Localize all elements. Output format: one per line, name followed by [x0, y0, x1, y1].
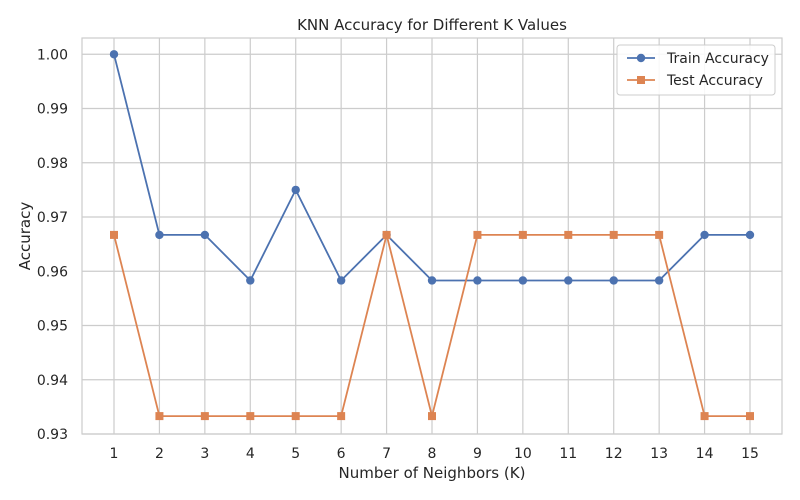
x-tick-label: 6 — [337, 446, 346, 462]
chart-title: KNN Accuracy for Different K Values — [297, 16, 567, 34]
data-point — [109, 50, 119, 59]
x-tick-label: 9 — [473, 446, 482, 462]
data-point — [200, 230, 210, 240]
data-point — [518, 230, 527, 239]
data-point — [518, 276, 528, 285]
tick-labels: 1 2 3 4 5 6 7 8 9 10 11 12 13 14 150.930.940.950.960.9… — [37, 47, 759, 462]
x-tick-label: 4 — [246, 446, 255, 462]
legend-label: Train Accuracy — [666, 51, 769, 67]
data-point — [291, 412, 300, 421]
data-point — [745, 230, 755, 240]
x-tick-label: 10 — [514, 446, 532, 462]
grid — [82, 38, 782, 435]
x-tick-label: 8 — [428, 446, 437, 462]
data-point — [700, 230, 709, 240]
data-point — [609, 276, 618, 285]
data-point — [564, 276, 573, 285]
plot-frame — [81, 37, 783, 435]
data-point — [155, 230, 164, 240]
legend-marker — [636, 53, 646, 63]
legend: Train Accuracy Test Accuracy — [616, 44, 776, 96]
data-point — [654, 276, 664, 285]
y-tick-label: 0.93 — [37, 427, 68, 443]
series-layer — [109, 50, 755, 421]
legend-label: Test Accuracy — [666, 73, 763, 89]
data-point — [609, 230, 618, 239]
data-point — [473, 276, 482, 285]
data-point — [246, 276, 255, 285]
y-tick-label: 1.00 — [37, 47, 68, 63]
x-tick-label: 15 — [741, 446, 759, 462]
y-tick-label: 0.97 — [37, 210, 68, 226]
x-axis-label: Number of Neighbors (K) — [339, 464, 526, 482]
x-tick-label: 11 — [559, 446, 577, 462]
data-point — [428, 412, 436, 421]
y-axis-label: Accuracy — [16, 202, 34, 271]
y-tick-label: 0.94 — [37, 373, 68, 389]
x-tick-label: 5 — [291, 446, 300, 462]
x-tick-label: 14 — [696, 446, 714, 462]
x-tick-label: 3 — [200, 446, 209, 462]
data-point — [110, 230, 118, 239]
data-point — [746, 412, 754, 421]
data-point — [291, 185, 300, 195]
x-tick-label: 12 — [605, 446, 623, 462]
y-tick-label: 0.95 — [37, 319, 68, 335]
x-tick-label: 2 — [155, 446, 164, 462]
data-point — [700, 412, 709, 421]
data-point — [655, 230, 664, 239]
y-tick-label: 0.96 — [37, 264, 68, 280]
x-tick-label: 7 — [382, 446, 391, 462]
data-point — [155, 412, 164, 421]
data-point — [246, 412, 255, 421]
y-tick-label: 0.99 — [37, 102, 68, 118]
legend-box — [616, 44, 776, 96]
data-point — [200, 412, 209, 421]
data-point — [473, 230, 482, 239]
legend-marker — [637, 76, 645, 84]
data-point — [564, 230, 573, 239]
y-tick-label: 0.98 — [37, 156, 68, 172]
data-point — [382, 230, 391, 239]
data-point — [427, 276, 437, 285]
data-point — [336, 276, 346, 285]
data-point — [337, 412, 346, 421]
x-tick-label: 13 — [650, 446, 668, 462]
x-tick-label: 1 — [110, 446, 119, 462]
